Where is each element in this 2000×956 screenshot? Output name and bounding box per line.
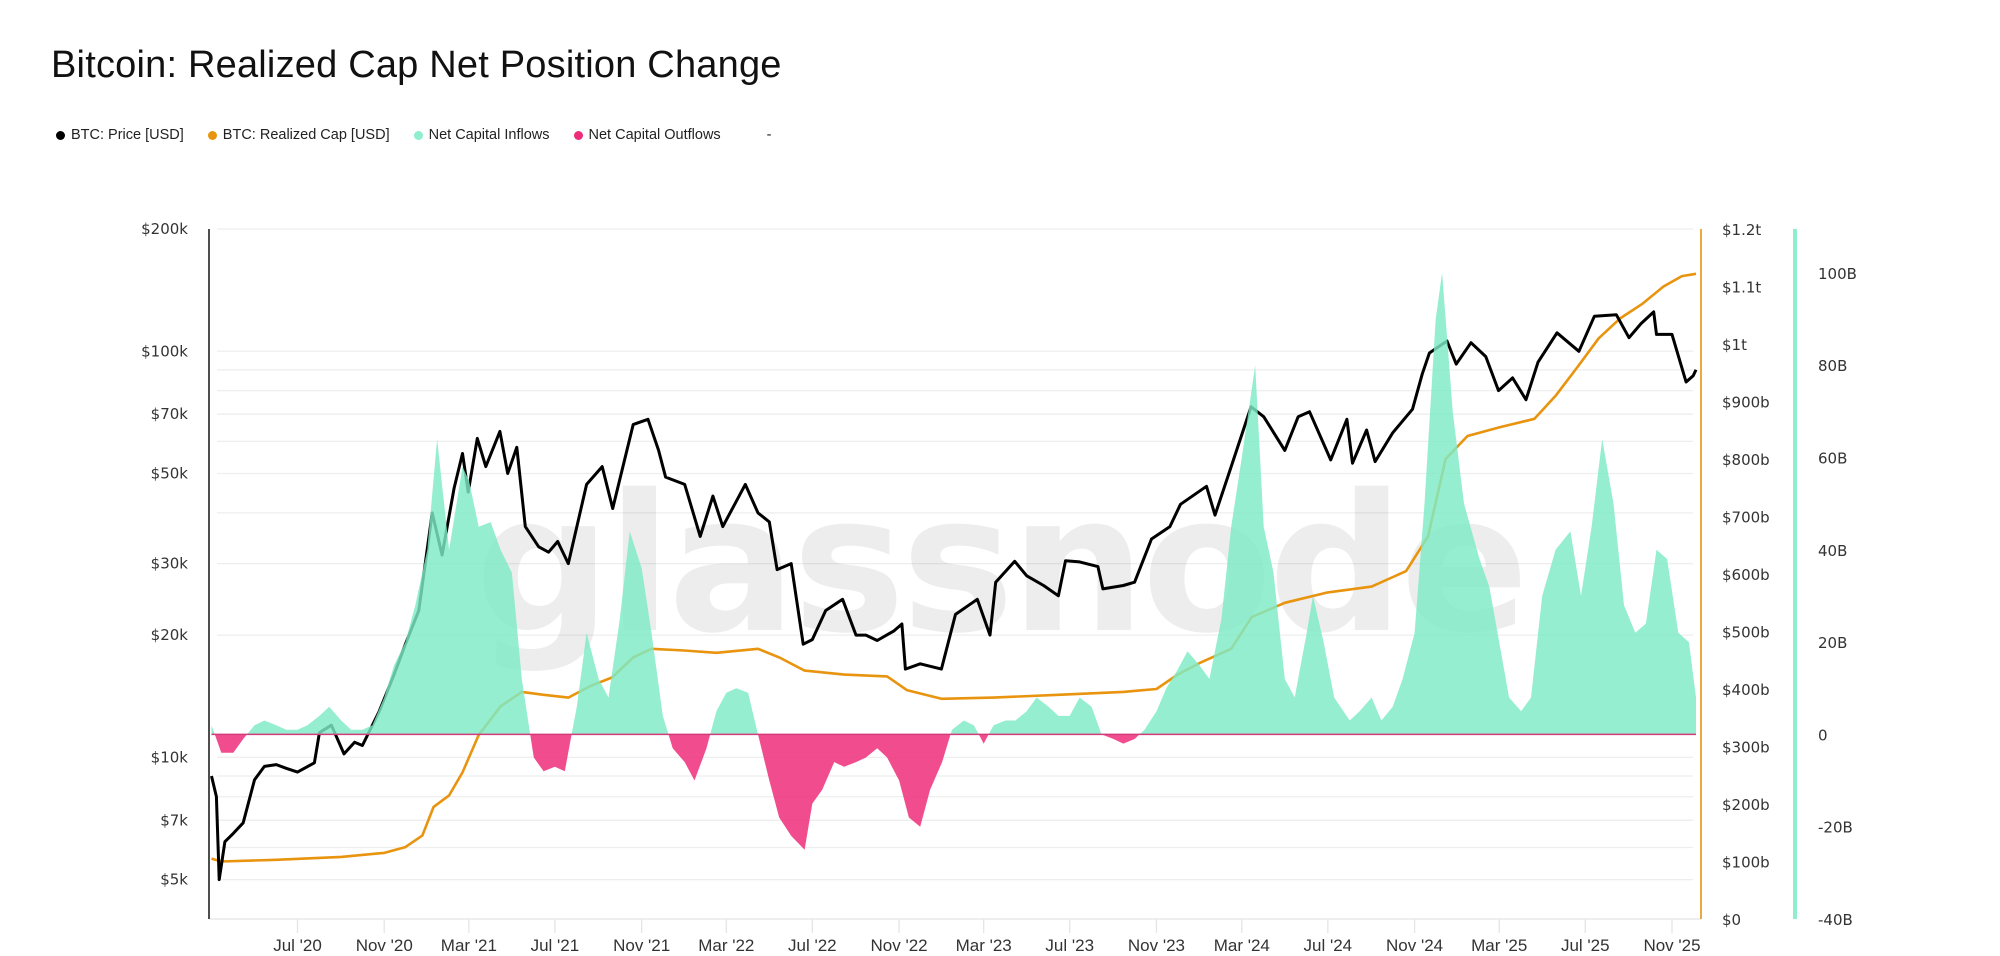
legend-dot-icon xyxy=(56,130,65,140)
x-tick-label: Jul '23 xyxy=(1045,936,1094,955)
y-realized-cap-tick-label: $700b xyxy=(1722,509,1770,527)
y-netflow-tick-label: -40B xyxy=(1818,911,1853,929)
y-netflow-tick-label: 40B xyxy=(1818,542,1847,560)
y-realized-cap-tick-label: $1.1t xyxy=(1722,279,1761,297)
x-tick-label: Nov '25 xyxy=(1643,936,1700,955)
x-tick-label: Jul '25 xyxy=(1561,936,1610,955)
y-left-tick-label: $70k xyxy=(151,405,189,423)
y-left-tick-label: $30k xyxy=(151,555,189,573)
x-tick-label: Jul '20 xyxy=(273,936,322,955)
legend-item-inflows[interactable]: Net Capital Inflows xyxy=(413,127,550,143)
y-netflow-tick-label: 100B xyxy=(1818,265,1857,283)
x-tick-label: Jul '24 xyxy=(1304,936,1353,955)
x-tick-label: Nov '23 xyxy=(1128,936,1185,955)
y-left-tick-label: $7k xyxy=(160,811,188,829)
y-netflow-tick-label: -20B xyxy=(1818,819,1853,837)
x-tick-label: Nov '24 xyxy=(1386,936,1443,955)
net-capital-outflows-area xyxy=(211,734,1696,850)
y-realized-cap-tick-label: $500b xyxy=(1722,624,1770,642)
y-left-tick-label: $50k xyxy=(151,465,189,483)
legend-dot-icon xyxy=(573,130,583,140)
y-realized-cap-tick-label: $200b xyxy=(1722,796,1770,814)
x-tick-label: Jul '21 xyxy=(531,936,580,955)
x-tick-label: Nov '22 xyxy=(871,936,928,955)
y-realized-cap-tick-label: $800b xyxy=(1722,451,1770,469)
legend: BTC: Price [USD] BTC: Realized Cap [USD]… xyxy=(56,127,772,143)
legend-label: BTC: Price [USD] xyxy=(71,127,184,143)
y-left-tick-label: $5k xyxy=(160,871,188,889)
x-tick-label: Mar '24 xyxy=(1214,936,1270,955)
y-realized-cap-tick-label: $400b xyxy=(1722,681,1770,699)
y-realized-cap-tick-label: $0 xyxy=(1722,911,1741,929)
x-tick-label: Mar '23 xyxy=(956,936,1012,955)
legend-item-price[interactable]: BTC: Price [USD] xyxy=(56,127,184,143)
legend-item-outflows[interactable]: Net Capital Outflows xyxy=(573,127,721,143)
y-netflow-tick-label: 0 xyxy=(1818,726,1828,744)
legend-label: Net Capital Inflows xyxy=(428,127,550,143)
x-tick-label: Nov '21 xyxy=(613,936,670,955)
y-left-tick-label: $20k xyxy=(151,626,189,644)
x-tick-label: Mar '21 xyxy=(441,936,497,955)
y-realized-cap-tick-label: $1t xyxy=(1722,336,1747,354)
x-tick-label: Jul '22 xyxy=(788,936,837,955)
legend-dot-icon xyxy=(413,130,423,140)
y-left-tick-label: $10k xyxy=(151,748,189,766)
legend-dot-icon xyxy=(207,130,217,140)
x-tick-label: Mar '22 xyxy=(698,936,754,955)
legend-label: BTC: Realized Cap [USD] xyxy=(222,127,390,143)
y-netflow-tick-label: 60B xyxy=(1818,449,1847,467)
net-capital-inflows-area xyxy=(211,272,1696,735)
y-realized-cap-tick-label: $900b xyxy=(1722,394,1770,412)
x-tick-label: Mar '25 xyxy=(1471,936,1527,955)
y-realized-cap-tick-label: $600b xyxy=(1722,566,1770,584)
y-netflow-tick-label: 80B xyxy=(1818,357,1847,375)
y-left-tick-label: $200k xyxy=(141,220,188,238)
y-realized-cap-tick-label: $1.2t xyxy=(1722,221,1761,239)
x-tick-label: Nov '20 xyxy=(356,936,413,955)
legend-label: Net Capital Outflows xyxy=(588,127,721,143)
realized-cap-line xyxy=(211,272,1697,863)
y-realized-cap-tick-label: $300b xyxy=(1722,739,1770,757)
legend-item-realized-cap[interactable]: BTC: Realized Cap [USD] xyxy=(207,127,390,143)
chart-title: Bitcoin: Realized Cap Net Position Chang… xyxy=(51,44,782,86)
y-left-tick-label: $100k xyxy=(141,342,188,360)
y-netflow-tick-label: 20B xyxy=(1818,634,1847,652)
y-realized-cap-tick-label: $100b xyxy=(1722,854,1770,872)
legend-item-empty[interactable]: - xyxy=(766,127,772,143)
